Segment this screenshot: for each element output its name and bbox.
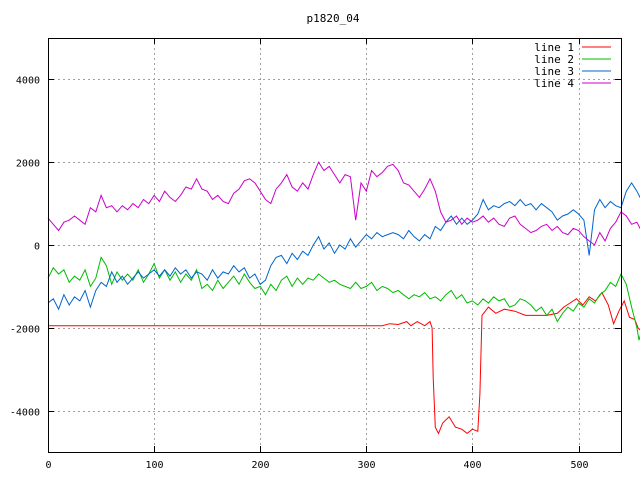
x-tick-label: 500 [570,460,588,471]
legend-label: line 2 [534,53,574,66]
series-line-3 [47,181,640,311]
series-line-1 [48,291,640,435]
x-tick-label: 300 [357,460,375,471]
series-line-2 [47,256,640,341]
y-tick-label: 4000 [16,76,40,87]
y-tick-label: 0 [34,242,40,253]
series-line-4 [47,161,640,246]
x-tick-label: 200 [251,460,269,471]
x-tick-label: 100 [145,460,163,471]
legend-label: line 4 [534,77,574,90]
legend-label: line 1 [534,41,574,54]
y-tick-label: -4000 [10,408,40,419]
x-tick-label: 0 [45,460,51,471]
y-tick-label: 2000 [16,159,40,170]
legend-label: line 3 [534,65,574,78]
y-tick-label: -2000 [10,325,40,336]
x-tick-label: 400 [463,460,481,471]
chart-title: p1820_04 [307,12,360,25]
